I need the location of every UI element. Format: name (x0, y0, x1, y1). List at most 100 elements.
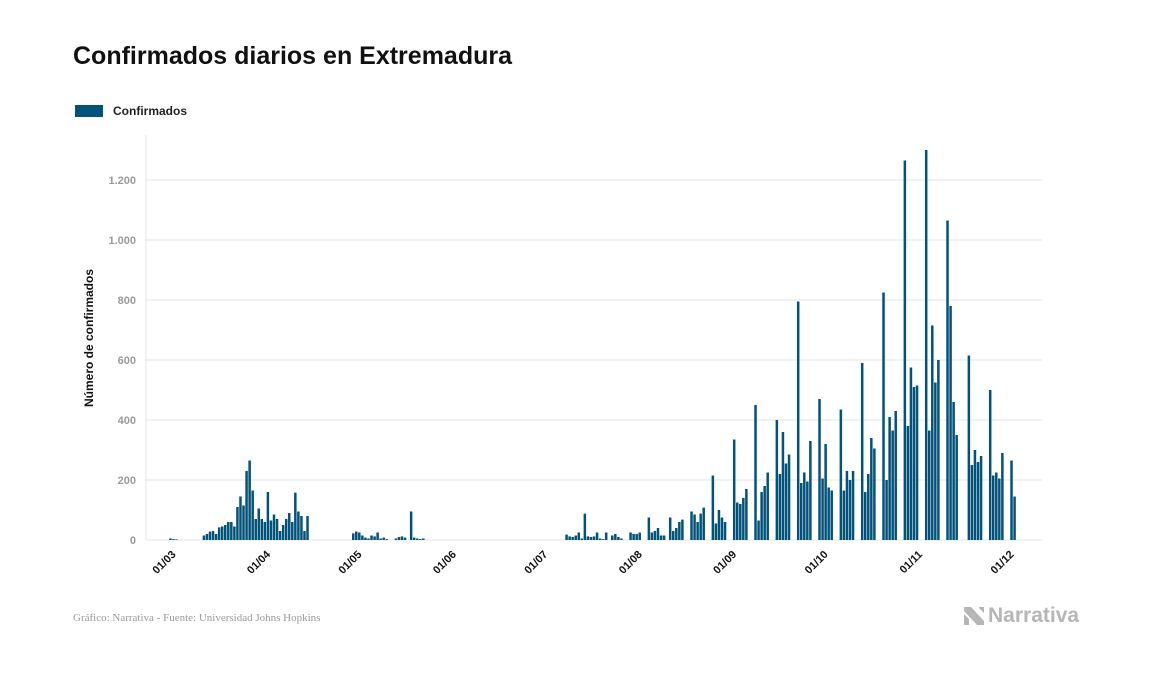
bar (732, 439, 736, 540)
bar (690, 511, 693, 540)
x-tick-label: 01/04 (245, 548, 274, 577)
bar (239, 496, 242, 540)
bar (885, 480, 888, 540)
bar (720, 517, 724, 540)
bar (745, 489, 748, 540)
bar (598, 538, 602, 540)
bar (272, 514, 276, 540)
bar (967, 355, 971, 540)
bar (799, 483, 803, 540)
bar (620, 538, 623, 540)
x-tick-label: 01/10 (803, 549, 831, 577)
bar (998, 478, 1001, 540)
bar (589, 537, 593, 540)
x-tick-label: 01/09 (711, 549, 739, 577)
bar (827, 487, 830, 540)
x-tick-label: 01/03 (151, 549, 179, 577)
bar (903, 160, 907, 540)
bar (385, 539, 389, 540)
bar (1010, 460, 1013, 540)
bar (851, 471, 855, 540)
bar (382, 537, 385, 540)
bar (595, 532, 599, 540)
bar (251, 490, 254, 540)
bar (260, 519, 264, 540)
bar (763, 486, 766, 540)
bar (400, 536, 404, 540)
bar (278, 531, 282, 540)
bar (952, 402, 955, 540)
bar (796, 301, 800, 540)
bar (205, 534, 209, 540)
bar (760, 492, 763, 540)
bar (775, 420, 779, 540)
bar (979, 456, 983, 540)
bar (169, 538, 172, 540)
bar (988, 390, 992, 540)
bar (617, 537, 620, 540)
bar (419, 539, 422, 540)
bar (830, 490, 833, 540)
bar (818, 399, 821, 540)
x-tick-label: 01/07 (522, 549, 550, 577)
bar (568, 536, 571, 540)
y-tick-label: 1.200 (108, 175, 136, 187)
bar (693, 514, 696, 540)
bar (675, 528, 678, 540)
bar (809, 441, 812, 540)
bar (592, 536, 596, 540)
gridlines (145, 135, 1042, 541)
bar (754, 405, 757, 540)
x-tick-label: 01/08 (617, 549, 645, 577)
bar (946, 220, 949, 540)
bar (577, 532, 581, 540)
bar (839, 409, 843, 540)
y-tick-label: 1.000 (108, 235, 136, 247)
bar (784, 463, 788, 540)
bar (211, 531, 215, 540)
bar (397, 537, 401, 540)
source-credit: Gráfico: Narrativa - Fuente: Universidad… (73, 612, 321, 624)
bar (842, 490, 846, 540)
y-tick-label: 200 (118, 475, 136, 487)
bar (217, 527, 221, 540)
bar (367, 538, 370, 540)
bar (995, 472, 998, 540)
bar (294, 492, 297, 540)
bar (937, 360, 940, 540)
bar (629, 532, 632, 540)
bar (702, 507, 705, 540)
bar (1001, 453, 1004, 540)
bar (287, 513, 291, 540)
bar (242, 505, 245, 540)
y-tick-label: 800 (118, 295, 136, 307)
bar (894, 411, 897, 540)
bar (915, 385, 919, 540)
bar (300, 516, 303, 540)
legend-label-confirmados: Confirmados (113, 104, 188, 118)
bar (638, 532, 641, 540)
bar (668, 517, 672, 540)
bar (409, 511, 413, 540)
bar (870, 438, 873, 540)
bar (739, 504, 742, 540)
y-axis-ticks: 0 200 400 600 800 1.000 1.200 (108, 175, 136, 547)
bar (882, 292, 885, 540)
bar (254, 519, 257, 540)
bar (586, 536, 590, 540)
bar (934, 382, 937, 540)
bar (248, 460, 251, 540)
bar (230, 522, 233, 540)
bar (227, 522, 230, 540)
bar (912, 387, 916, 540)
bar (370, 535, 373, 540)
bar (351, 533, 355, 540)
bar (714, 523, 718, 540)
bar (257, 508, 261, 540)
bar (860, 363, 864, 540)
bar (927, 430, 931, 540)
bar (364, 537, 367, 540)
bar (269, 520, 273, 540)
bar (696, 522, 699, 540)
bar (723, 522, 727, 540)
